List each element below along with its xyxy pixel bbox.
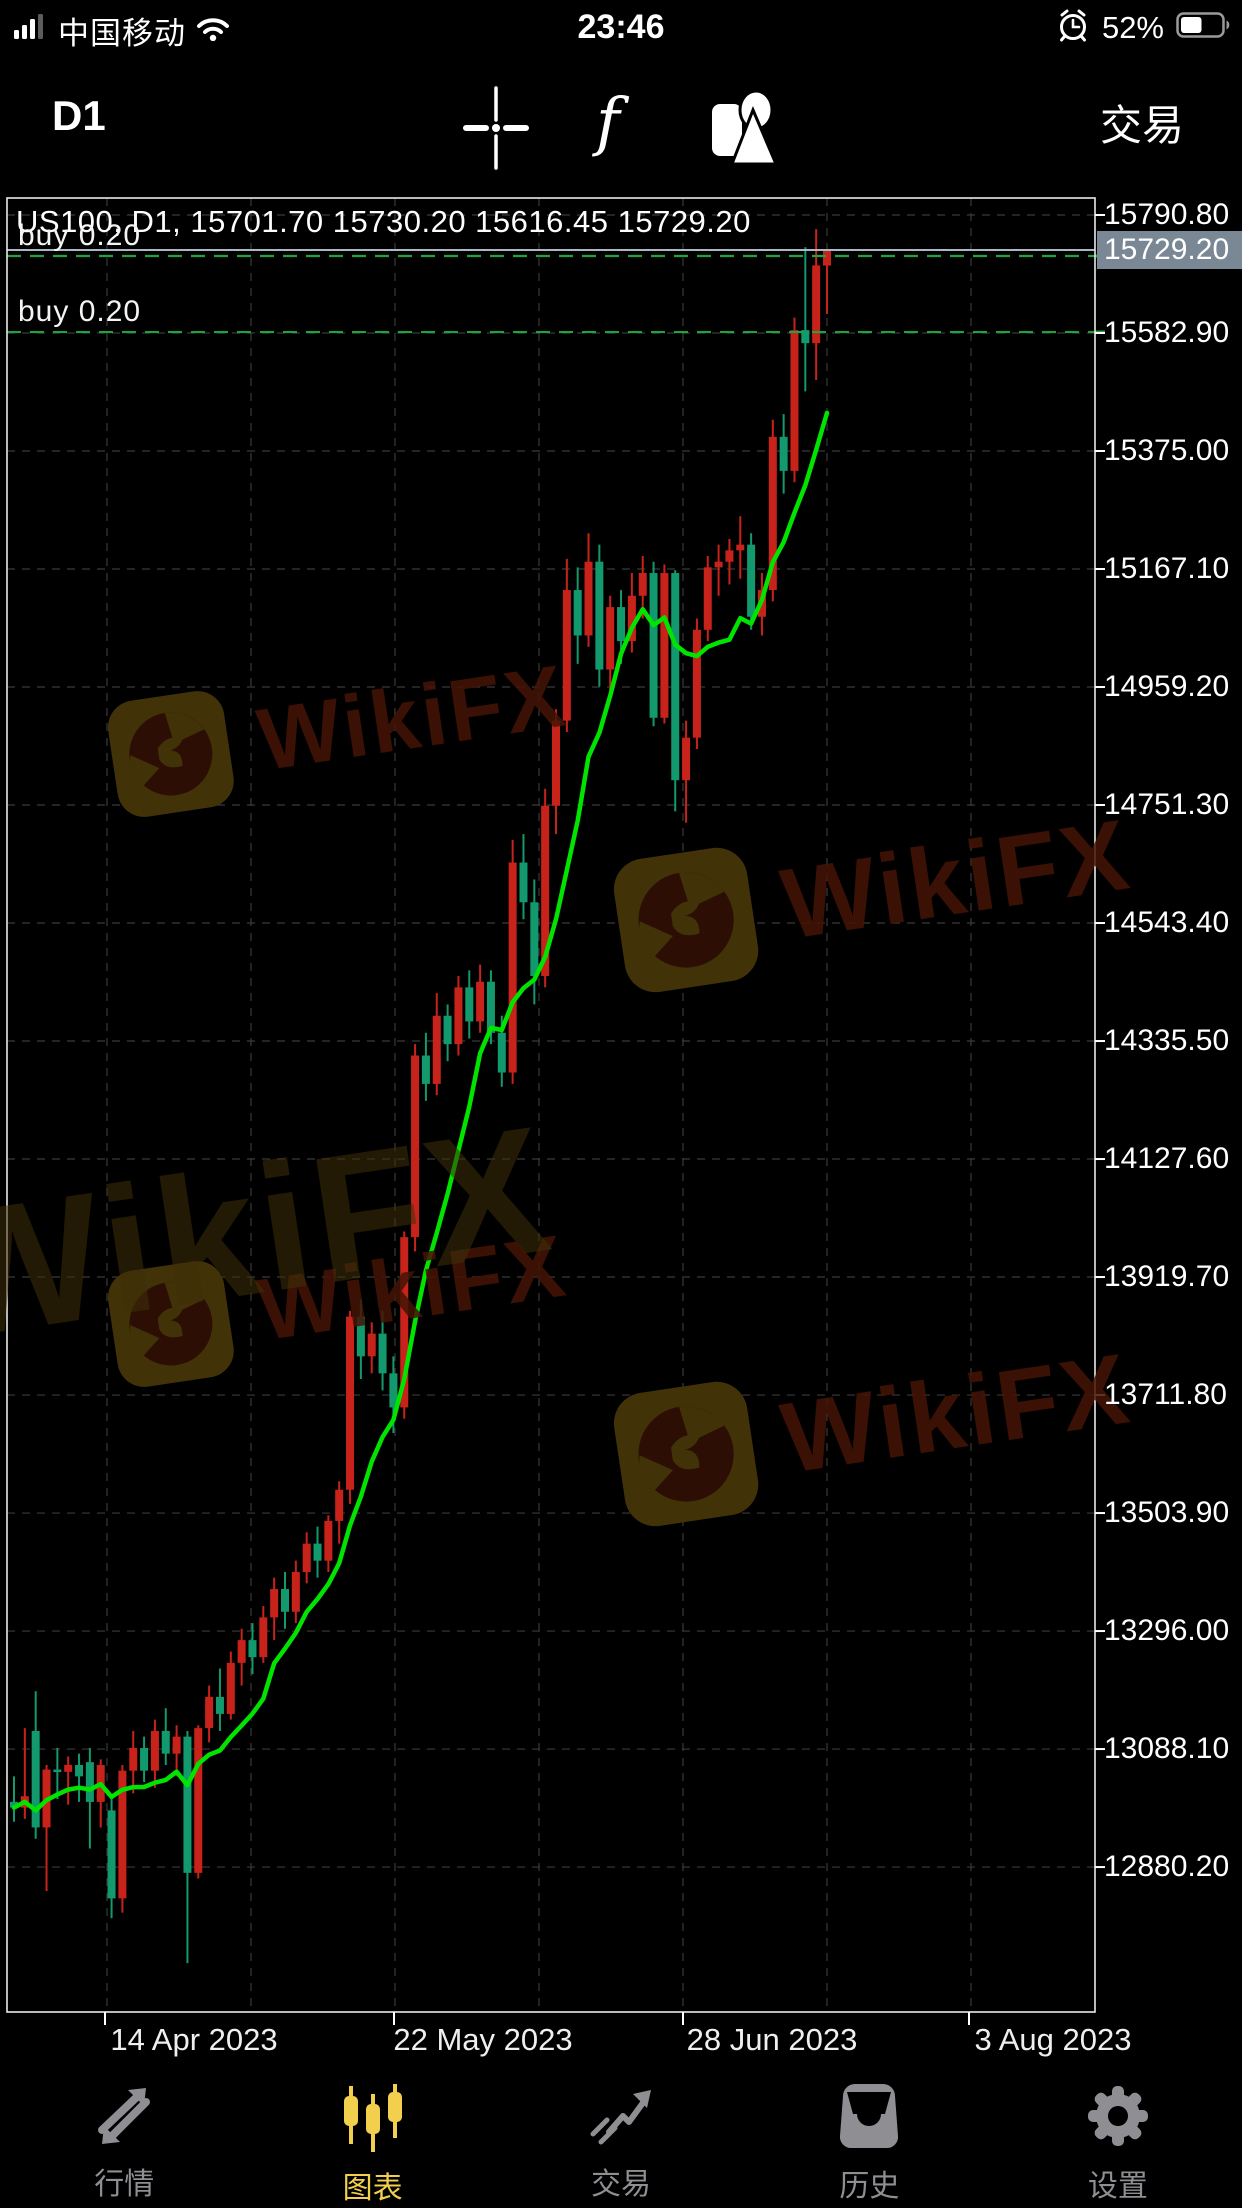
price-axis-label: 15790.80 bbox=[1104, 198, 1230, 231]
wikifx-watermark: WikiFX bbox=[102, 1205, 576, 1394]
indicators-icon[interactable]: f bbox=[596, 85, 620, 159]
nav-label: 图表 bbox=[342, 2172, 403, 2205]
wikifx-watermark: WikiFX bbox=[0, 1088, 564, 1379]
price-axis-label: 14335.50 bbox=[1104, 1024, 1230, 1058]
price-axis-label: 13296.00 bbox=[1104, 1614, 1230, 1648]
position-label: buy 0.20 bbox=[18, 219, 142, 253]
nav-label: 历史 bbox=[839, 2170, 900, 2203]
nav-item-charts[interactable]: 图表 bbox=[248, 2072, 496, 2208]
alarm-icon bbox=[1056, 8, 1090, 47]
wikifx-watermark: WikiFX bbox=[607, 1318, 1140, 1533]
position-label: buy 0.20 bbox=[18, 295, 142, 329]
history-archive-icon bbox=[833, 2082, 905, 2155]
nav-label: 交易 bbox=[591, 2168, 652, 2201]
price-axis-label: 12880.20 bbox=[1104, 1850, 1230, 1884]
price-axis-label: 15375.00 bbox=[1104, 434, 1230, 467]
battery-icon bbox=[1176, 12, 1230, 43]
price-axis-label: 13088.10 bbox=[1104, 1732, 1230, 1766]
candlestick-chart-icon bbox=[337, 2082, 409, 2157]
price-axis-label: 13711.80 bbox=[1104, 1378, 1227, 1412]
wikifx-watermark: WikiFX bbox=[607, 784, 1140, 999]
settings-gear-icon bbox=[1082, 2082, 1154, 2155]
quotes-arrows-icon bbox=[88, 2082, 160, 2153]
date-axis-label: 22 May 2023 bbox=[393, 2022, 573, 2057]
carrier-label: 中国移动 bbox=[58, 16, 186, 51]
trade-button[interactable]: 交易 bbox=[1099, 102, 1184, 149]
price-axis-label: 15582.90 bbox=[1104, 316, 1230, 349]
chart-toolbar: D1 f 交易 bbox=[0, 66, 1242, 186]
price-axis-label: 14751.30 bbox=[1104, 788, 1230, 822]
price-axis-label: 14959.20 bbox=[1104, 670, 1230, 704]
signal-strength-icon bbox=[14, 14, 48, 47]
price-axis-label: 13919.70 bbox=[1104, 1260, 1230, 1294]
crosshair-icon[interactable] bbox=[458, 80, 534, 181]
nav-item-trade[interactable]: 交易 bbox=[497, 2072, 745, 2208]
nav-item-history[interactable]: 历史 bbox=[745, 2072, 993, 2208]
date-axis-label: 3 Aug 2023 bbox=[974, 2022, 1132, 2057]
wikifx-watermark: WikiFX bbox=[102, 635, 576, 824]
wifi-icon bbox=[196, 15, 230, 46]
clock-time: 23:46 bbox=[577, 8, 665, 46]
nav-item-settings[interactable]: 设置 bbox=[994, 2072, 1242, 2208]
bottom-nav-bar: 行情 图表 bbox=[0, 2072, 1242, 2208]
nav-label: 行情 bbox=[94, 2168, 155, 2201]
price-axis-label: 15167.10 bbox=[1104, 552, 1230, 585]
battery-percent-label: 52% bbox=[1101, 9, 1164, 45]
objects-icon[interactable] bbox=[706, 80, 786, 181]
price-axis-label: 13503.90 bbox=[1104, 1496, 1230, 1530]
date-axis-label: 28 Jun 2023 bbox=[686, 2022, 858, 2057]
trade-trend-icon bbox=[585, 2082, 657, 2153]
status-bar: 中国移动 23:46 52% bbox=[0, 0, 1242, 60]
nav-item-quotes[interactable]: 行情 bbox=[0, 2072, 248, 2208]
chart-ohlc-header: US100, D1, 15701.70 15730.20 15616.45 15… bbox=[16, 204, 751, 239]
date-axis-label: 14 Apr 2023 bbox=[110, 2022, 278, 2057]
price-axis-label: 14127.60 bbox=[1104, 1142, 1230, 1176]
price-axis-label: 14543.40 bbox=[1104, 906, 1230, 940]
current-price-tag: 15729.20 bbox=[1097, 230, 1242, 269]
nav-label: 设置 bbox=[1087, 2170, 1148, 2203]
timeframe-button[interactable]: D1 bbox=[52, 92, 106, 139]
